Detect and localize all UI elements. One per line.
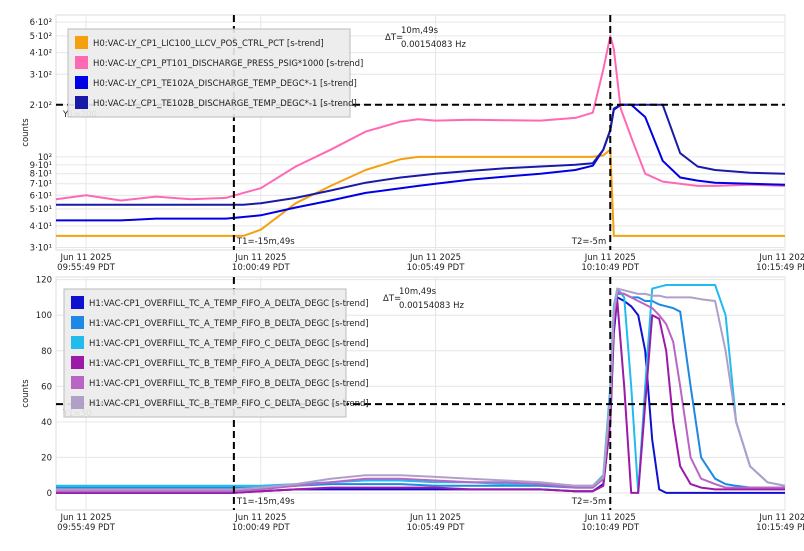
legend-label: H1:VAC-CP1_OVERFILL_TC_B_TEMP_FIFO_A_DEL… xyxy=(89,359,369,369)
y-tick-label: 0 xyxy=(47,489,52,499)
legend-swatch xyxy=(71,336,84,349)
x-tick-label: Jun 11 2025 09:55:49 PDT xyxy=(57,253,116,273)
y-tick-label: 5·10² xyxy=(30,32,52,42)
y-tick-label: 60 xyxy=(41,382,52,392)
legend-swatch xyxy=(71,356,84,369)
delta-frequency: 0.00154083 Hz xyxy=(399,301,464,311)
delta-frequency: 0.00154083 Hz xyxy=(401,40,466,50)
y-axis-label: counts xyxy=(21,118,31,147)
cursor-label: T2=-5m xyxy=(571,237,606,247)
y-tick-label: 5·10¹ xyxy=(30,205,52,215)
series-line xyxy=(56,148,785,237)
y-tick-label: 3·10² xyxy=(30,70,52,80)
legend-swatch xyxy=(71,376,84,389)
y-tick-label: 4·10¹ xyxy=(30,222,52,232)
legend-box xyxy=(63,288,347,418)
y-tick-label: 9·10¹ xyxy=(30,161,52,171)
y-tick-label: 8·10¹ xyxy=(30,170,52,180)
delta-prefix: ΔT= xyxy=(385,33,403,43)
y-tick-label: 2·10² xyxy=(30,101,52,111)
series-group xyxy=(56,284,785,494)
cursor-label: T1=-15m,49s xyxy=(236,497,295,507)
legend-label: H0:VAC-LY_CP1_TE102B_DISCHARGE_TEMP_DEGC… xyxy=(93,99,357,109)
legend-label: H1:VAC-CP1_OVERFILL_TC_B_TEMP_FIFO_C_DEL… xyxy=(89,399,369,409)
y-tick-label: 6·10¹ xyxy=(30,191,52,201)
legend-label: H1:VAC-CP1_OVERFILL_TC_A_TEMP_FIFO_C_DEL… xyxy=(89,339,369,349)
x-tick-label: Jun 11 2025 10:10:49 PDT xyxy=(581,513,640,533)
y-tick-label: 4·10² xyxy=(30,49,52,59)
x-tick-label: Jun 11 2025 10:00:49 PDT xyxy=(232,513,291,533)
x-tick-label: Jun 11 2025 10:10:49 PDT xyxy=(581,253,640,273)
legend-swatch xyxy=(75,76,88,89)
y-axis-label: counts xyxy=(21,379,31,408)
legend-label: H1:VAC-CP1_OVERFILL_TC_A_TEMP_FIFO_A_DEL… xyxy=(89,299,369,309)
x-tick-label: Jun 11 2025 09:55:49 PDT xyxy=(57,513,116,533)
delta-prefix: ΔT= xyxy=(383,294,401,304)
legend-label: H0:VAC-LY_CP1_PT101_DISCHARGE_PRESS_PSIG… xyxy=(93,59,363,69)
legend-label: H0:VAC-LY_CP1_TE102A_DISCHARGE_TEMP_DEGC… xyxy=(93,79,357,89)
series-line xyxy=(56,103,785,222)
y-tick-label: 120 xyxy=(36,276,52,286)
legend-label: H0:VAC-LY_CP1_LIC100_LLCV_POS_CTRL_PCT [… xyxy=(93,39,324,49)
delta-time: 10m,49s xyxy=(399,287,437,297)
legend-swatch xyxy=(75,96,88,109)
legend-label: H1:VAC-CP1_OVERFILL_TC_A_TEMP_FIFO_B_DEL… xyxy=(89,319,369,329)
legend-label: H1:VAC-CP1_OVERFILL_TC_B_TEMP_FIFO_B_DEL… xyxy=(89,379,369,389)
x-tick-label: Jun 11 2025 10:05:49 PDT xyxy=(407,253,466,273)
y-tick-label: 7·10¹ xyxy=(30,180,52,190)
cursor-label: T1=-15m,49s xyxy=(236,237,295,247)
y-tick-label: 40 xyxy=(41,418,52,428)
legend-swatch xyxy=(71,296,84,309)
y-tick-label: 80 xyxy=(41,347,52,357)
y-tick-label: 10² xyxy=(38,153,52,163)
legend-box xyxy=(67,28,351,118)
series-line xyxy=(56,287,785,491)
y-tick-label: 3·10¹ xyxy=(30,243,52,253)
legend-swatch xyxy=(71,396,84,409)
legend-swatch xyxy=(71,316,84,329)
delta-time: 10m,49s xyxy=(401,26,439,36)
legend-swatch xyxy=(75,36,88,49)
series-line xyxy=(56,34,785,202)
y-tick-label: 100 xyxy=(36,311,52,321)
y-tick-label: 20 xyxy=(41,453,52,463)
legend-swatch xyxy=(75,56,88,69)
x-tick-label: Jun 11 2025 10:00:49 PDT xyxy=(232,253,291,273)
cursor-label: T2=-5m xyxy=(571,497,606,507)
y-tick-label: 6·10² xyxy=(30,18,52,28)
x-tick-label: Jun 11 2025 10:05:49 PDT xyxy=(407,513,466,533)
